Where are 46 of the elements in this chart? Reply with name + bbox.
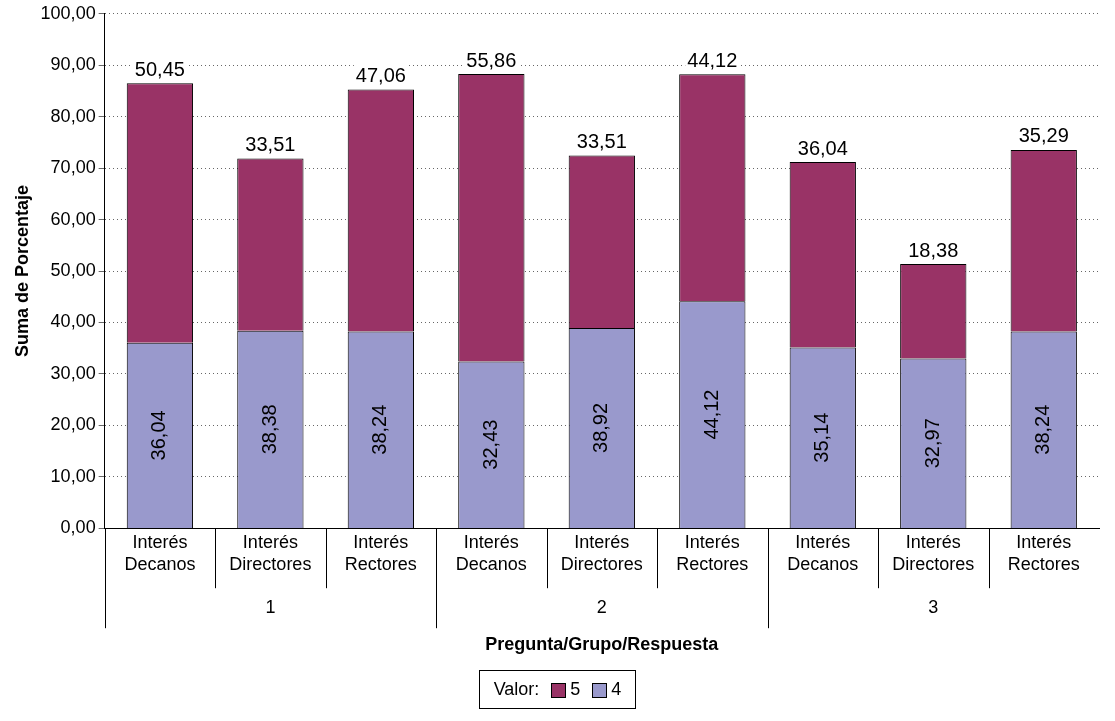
data-label: 47,06 <box>355 63 406 86</box>
y-tick-label: 90,00 <box>50 54 96 75</box>
data-label: 44,12 <box>687 48 738 71</box>
y-tick-label: 40,00 <box>50 311 96 332</box>
y-tick-label: 30,00 <box>50 362 96 383</box>
data-label: 36,04 <box>797 136 848 159</box>
data-label: 55,86 <box>466 48 517 71</box>
data-label: 38,38 <box>257 404 280 455</box>
x-tick-label: Interés Directores <box>892 531 975 574</box>
y-tick-label: 0,00 <box>60 517 96 538</box>
data-label: 33,51 <box>576 130 627 153</box>
x-tick-label: Interés Decanos <box>787 531 859 574</box>
text: 1 <box>265 597 276 618</box>
y-tick-label: 20,00 <box>50 414 96 435</box>
text: 3 <box>928 597 939 618</box>
legend-label: 4 <box>610 679 622 700</box>
data-label: 50,45 <box>134 57 185 80</box>
y-tick-label: 60,00 <box>50 208 96 229</box>
text: 2 <box>596 597 607 618</box>
x-axis-title: Pregunta/Grupo/Respuesta <box>485 634 720 655</box>
data-label: 35,29 <box>1018 124 1069 147</box>
x-tick-label: Interés Rectores <box>676 531 749 574</box>
data-label: 33,51 <box>245 132 296 155</box>
data-label: 38,92 <box>589 402 612 453</box>
y-tick-label: 80,00 <box>50 105 96 126</box>
x-tick-label: Interés Directores <box>229 531 312 574</box>
data-label: 32,97 <box>920 418 943 469</box>
x-tick-label: Interés Decanos <box>124 531 196 574</box>
x-tick-label: Interés Directores <box>560 531 643 574</box>
data-label: 32,43 <box>478 419 501 470</box>
data-label: 36,04 <box>147 410 170 461</box>
x-tick-label: Interés Decanos <box>455 531 527 574</box>
legend-label: 5 <box>569 679 581 700</box>
x-tick-label: Interés Rectores <box>344 531 417 574</box>
y-tick-label: 50,00 <box>50 259 96 280</box>
y-tick-label: 10,00 <box>50 465 96 486</box>
data-label: 38,24 <box>1031 404 1054 455</box>
data-label: 18,38 <box>908 238 959 261</box>
x-tick-label: Interés Rectores <box>1007 531 1080 574</box>
data-label: 44,12 <box>699 389 722 440</box>
data-label: 35,14 <box>810 412 833 463</box>
legend-title: Valor: <box>493 679 540 700</box>
y-axis-title: Suma de Porcentaje <box>11 184 32 358</box>
data-label: 38,24 <box>368 404 391 455</box>
y-tick-label: 100,00 <box>40 2 96 23</box>
y-tick-label: 70,00 <box>50 157 96 178</box>
